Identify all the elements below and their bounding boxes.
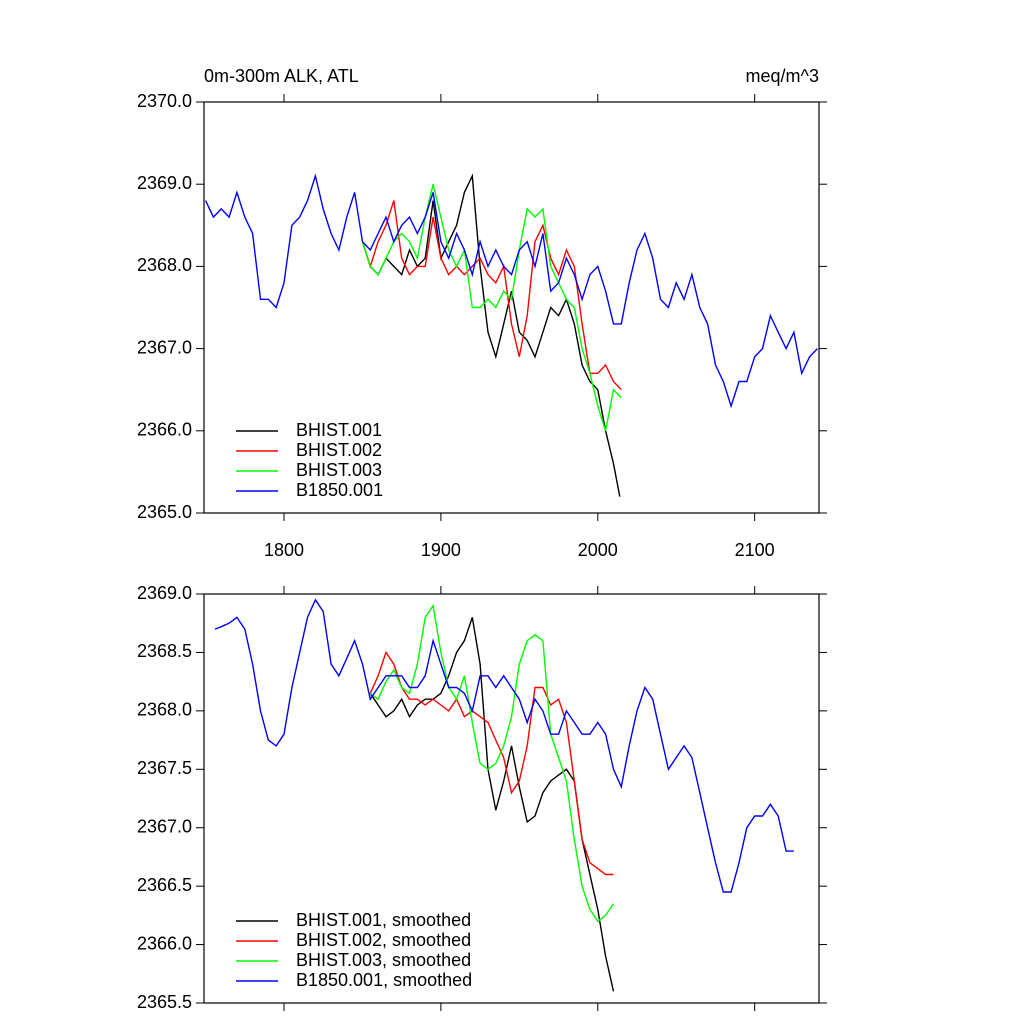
legend-label: BHIST.001 xyxy=(296,420,382,440)
legend-label: BHIST.002 xyxy=(296,440,382,460)
series-line xyxy=(361,173,621,497)
legend-label: BHIST.002, smoothed xyxy=(296,930,471,950)
y-tick-label: 2366.0 xyxy=(137,420,192,440)
series-line xyxy=(361,200,622,391)
y-tick-label: 2369.0 xyxy=(137,583,192,603)
x-tick-label: 1800 xyxy=(264,540,304,560)
series-line xyxy=(369,617,615,992)
y-tick-label: 2368.0 xyxy=(137,255,192,275)
plot-frame xyxy=(203,593,820,1004)
series-line xyxy=(214,598,794,893)
y-tick-label: 2365.0 xyxy=(137,502,192,522)
y-tick-label: 2366.5 xyxy=(137,875,192,895)
y-tick-label: 2368.0 xyxy=(137,700,192,720)
legend-label: BHIST.003 xyxy=(296,460,382,480)
x-tick-label: 2000 xyxy=(578,540,618,560)
legend-label: B1850.001, smoothed xyxy=(296,970,472,990)
y-tick-label: 2367.0 xyxy=(137,816,192,836)
series-line xyxy=(369,650,614,876)
legend-label: BHIST.001, smoothed xyxy=(296,910,471,930)
y-tick-label: 2365.5 xyxy=(137,992,192,1012)
y-tick-label: 2368.5 xyxy=(137,641,192,661)
chart-title: 0m-300m ALK, ATL xyxy=(204,66,359,86)
series-line xyxy=(369,603,615,923)
legend-label: B1850.001 xyxy=(296,480,383,500)
series-line xyxy=(204,173,818,409)
y-tick-label: 2367.5 xyxy=(137,758,192,778)
legend-label: BHIST.003, smoothed xyxy=(296,950,471,970)
y-tick-label: 2370.0 xyxy=(137,91,192,111)
y-tick-label: 2366.0 xyxy=(137,933,192,953)
y-tick-label: 2369.0 xyxy=(137,173,192,193)
y-tick-label: 2367.0 xyxy=(137,337,192,357)
plot-frame xyxy=(203,101,820,514)
x-tick-label: 1900 xyxy=(421,540,461,560)
series-line xyxy=(361,184,622,432)
x-tick-label: 2100 xyxy=(735,540,775,560)
units-label: meq/m^3 xyxy=(746,66,819,86)
